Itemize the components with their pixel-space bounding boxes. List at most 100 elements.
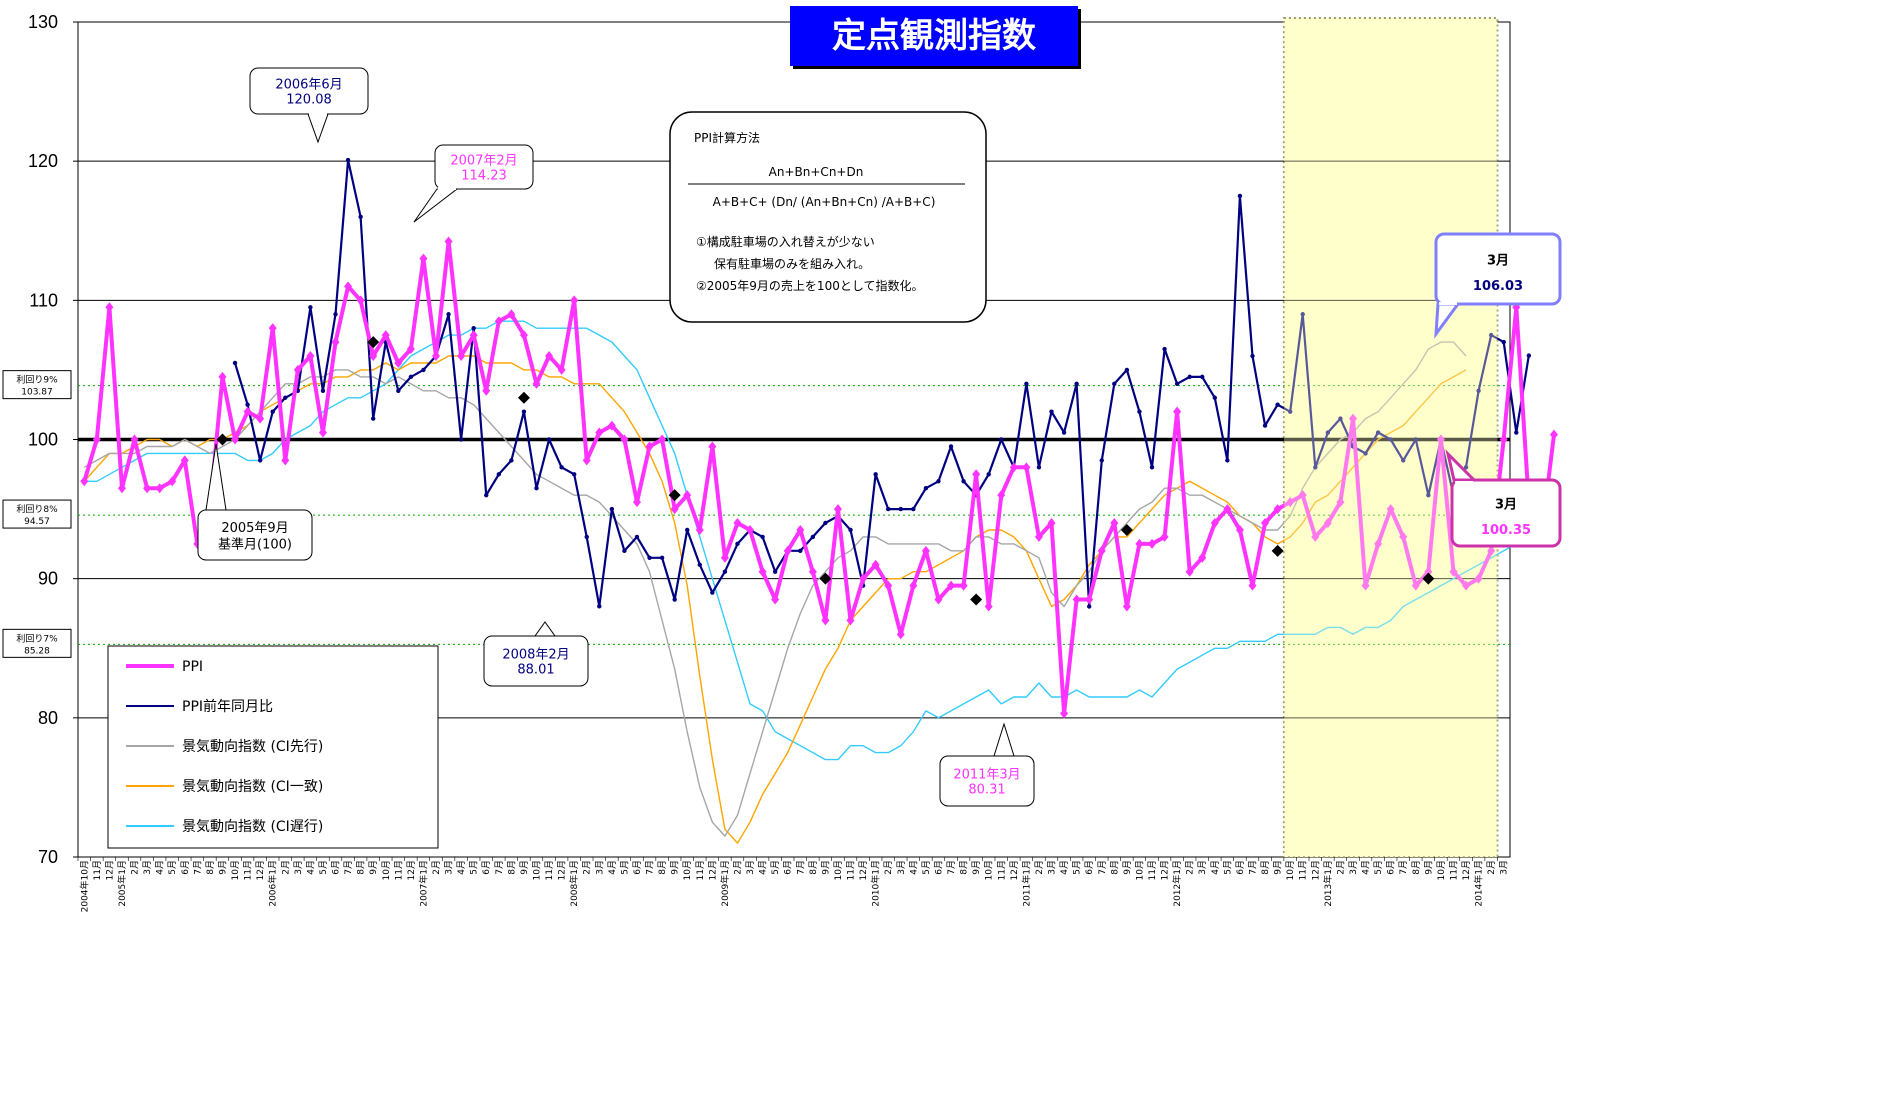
x-tick-label: 5月 — [469, 860, 480, 875]
yoy-point — [1212, 395, 1218, 400]
method-line3: ②2005年9月の売上を100として指数化。 — [696, 278, 923, 293]
yoy-point — [534, 486, 539, 491]
ppi-point — [344, 281, 353, 292]
yoy-point — [584, 534, 589, 540]
x-tick-label: 11月 — [1448, 860, 1459, 880]
ppi-point — [1185, 566, 1194, 577]
ppi-point — [381, 330, 390, 341]
yoy-point — [923, 486, 929, 491]
ppi-point — [783, 545, 792, 556]
yoy-point — [521, 409, 527, 414]
yield-label-name: 利回り7% — [16, 632, 58, 644]
yoy-point — [948, 444, 954, 449]
yoy-point — [421, 367, 426, 373]
x-tick-label: 9月 — [368, 860, 379, 875]
yoy-point — [559, 465, 564, 470]
x-tick-label: 3月 — [745, 860, 756, 875]
yoy-point — [270, 409, 275, 414]
y-axis-ticks: 70 80 90 100 110 120 130 — [28, 12, 78, 867]
callout-tail-join — [1439, 302, 1457, 305]
ppi-point — [984, 601, 993, 612]
x-tick-label: 6月 — [1084, 860, 1095, 875]
ppi-point — [519, 330, 528, 341]
ppi-point — [356, 295, 365, 306]
x-tick-label: 6月 — [783, 860, 794, 875]
x-tick-label: 6月 — [180, 860, 191, 875]
yoy-point — [622, 548, 627, 554]
callout-line2: 106.03 — [1473, 279, 1523, 294]
x-tick-label: 5月 — [1072, 860, 1083, 875]
x-tick-label: 8月 — [506, 860, 517, 875]
callout-box — [939, 755, 1035, 807]
ppi-point — [1135, 538, 1144, 549]
yoy-point — [484, 492, 489, 498]
x-tick-label: 11月 — [1298, 860, 1309, 880]
x-tick-label: 9月 — [820, 860, 831, 875]
yoy-point — [722, 569, 728, 574]
callout-box — [483, 635, 589, 687]
x-tick-label: 11月 — [393, 860, 404, 880]
x-tick-label: 3月 — [1348, 860, 1359, 875]
x-tick-label: 10月 — [531, 860, 542, 880]
base-marker — [1120, 523, 1133, 536]
callout-tail-join — [1455, 481, 1473, 484]
yoy-point — [358, 214, 363, 220]
x-tick-label: 12月 — [104, 860, 115, 880]
yield-label-value: 85.28 — [24, 646, 50, 656]
ppi-point — [1487, 545, 1496, 556]
x-tick-label: 4月 — [1361, 860, 1372, 875]
ppi-point — [620, 434, 629, 445]
x-tick-label: 7月 — [343, 860, 354, 875]
x-tick-label: 9月 — [670, 860, 681, 875]
ppi-point — [394, 357, 403, 368]
ppi-point — [1261, 518, 1270, 528]
x-tick-label: 12月 — [557, 860, 568, 880]
x-tick-label: 2005年1月 — [116, 860, 128, 907]
yoy-point — [1313, 465, 1318, 470]
yoy-point — [685, 527, 690, 533]
x-tick-label: 3月 — [1197, 860, 1208, 875]
x-tick-label: 9月 — [1273, 860, 1284, 875]
x-tick-label: 8月 — [356, 860, 367, 875]
ppi-point — [607, 420, 616, 431]
yoy-point — [1476, 388, 1481, 393]
ppi-point — [708, 441, 717, 452]
x-tick-label: 6月 — [331, 860, 342, 875]
x-tick-label: 12月 — [1160, 860, 1171, 880]
ppi-point — [1060, 708, 1069, 719]
yoy-point — [1363, 451, 1368, 456]
ppi-point — [1210, 518, 1219, 528]
callout-line1: 2008年2月 — [502, 647, 569, 662]
y-tick-label: 110 — [29, 290, 58, 310]
yoy-point — [1124, 367, 1130, 373]
y-tick-label: 100 — [28, 430, 58, 450]
ppi-point — [1160, 531, 1169, 542]
yoy-point — [1275, 402, 1280, 407]
yoy-point — [509, 458, 514, 463]
callout-line1: 3月 — [1487, 254, 1509, 269]
yoy-point — [458, 437, 464, 442]
x-tick-label: 5月 — [167, 860, 178, 875]
yoy-point — [1526, 353, 1532, 358]
ppi-point — [482, 385, 491, 396]
ppi-point — [909, 580, 918, 591]
x-tick-label: 6月 — [632, 860, 643, 875]
callout-line2: 120.08 — [286, 92, 332, 107]
yoy-point — [320, 388, 326, 393]
yoy-point — [396, 388, 401, 393]
base-marker — [216, 433, 229, 446]
yoy-point — [1426, 492, 1431, 498]
method-note-box — [669, 111, 987, 323]
yoy-point — [496, 472, 502, 477]
callout-line1: 2007年2月 — [450, 153, 517, 168]
yoy-point — [308, 305, 313, 310]
ppi-point — [432, 351, 440, 361]
x-tick-label: 11月 — [243, 860, 254, 880]
callout-box — [197, 509, 313, 561]
x-tick-label: 11月 — [846, 860, 857, 880]
ppi-point — [1348, 413, 1357, 424]
yoy-point — [471, 325, 476, 331]
ppi-point — [846, 615, 855, 626]
